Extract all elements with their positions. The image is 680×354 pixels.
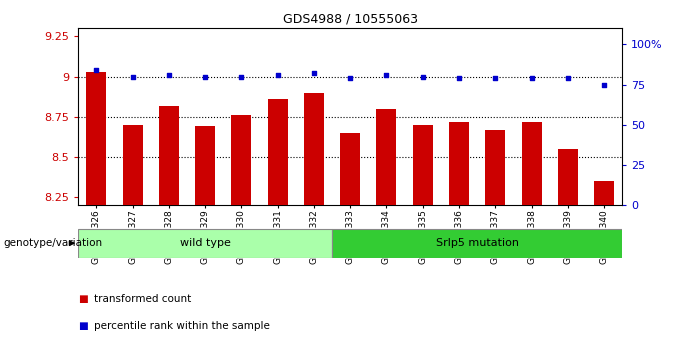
Bar (486, 130, 505, 354)
Point (345, 75, 356, 81)
Point (490, 75, 500, 81)
Text: genotype/variation: genotype/variation (3, 238, 103, 248)
Bar (304, 93, 324, 354)
Text: Srlp5 mutation: Srlp5 mutation (436, 238, 519, 249)
Bar (159, 105, 179, 354)
Bar (195, 126, 215, 354)
Bar (594, 181, 614, 354)
Point (526, 75, 537, 81)
Point (381, 72, 392, 78)
Bar (522, 122, 541, 354)
Point (598, 82, 609, 87)
Point (163, 72, 174, 78)
Bar (340, 133, 360, 354)
Point (200, 74, 211, 79)
FancyBboxPatch shape (78, 229, 332, 258)
Point (454, 75, 464, 81)
Point (236, 74, 247, 79)
Point (272, 72, 283, 78)
Point (562, 75, 573, 81)
FancyBboxPatch shape (332, 229, 622, 258)
Title: GDS4988 / 10555063: GDS4988 / 10555063 (283, 13, 418, 26)
Text: ■: ■ (78, 294, 88, 304)
Bar (377, 109, 396, 354)
Bar (86, 72, 106, 354)
Point (127, 74, 138, 79)
Bar (268, 99, 288, 354)
Text: percentile rank within the sample: percentile rank within the sample (94, 321, 270, 331)
Text: ■: ■ (78, 321, 88, 331)
Point (309, 70, 320, 76)
Bar (413, 125, 432, 354)
Point (91, 67, 102, 73)
Text: transformed count: transformed count (94, 294, 191, 304)
Bar (558, 149, 578, 354)
Bar (231, 115, 252, 354)
Text: wild type: wild type (180, 238, 231, 249)
Bar (449, 122, 469, 354)
Bar (122, 125, 143, 354)
Point (418, 74, 428, 79)
